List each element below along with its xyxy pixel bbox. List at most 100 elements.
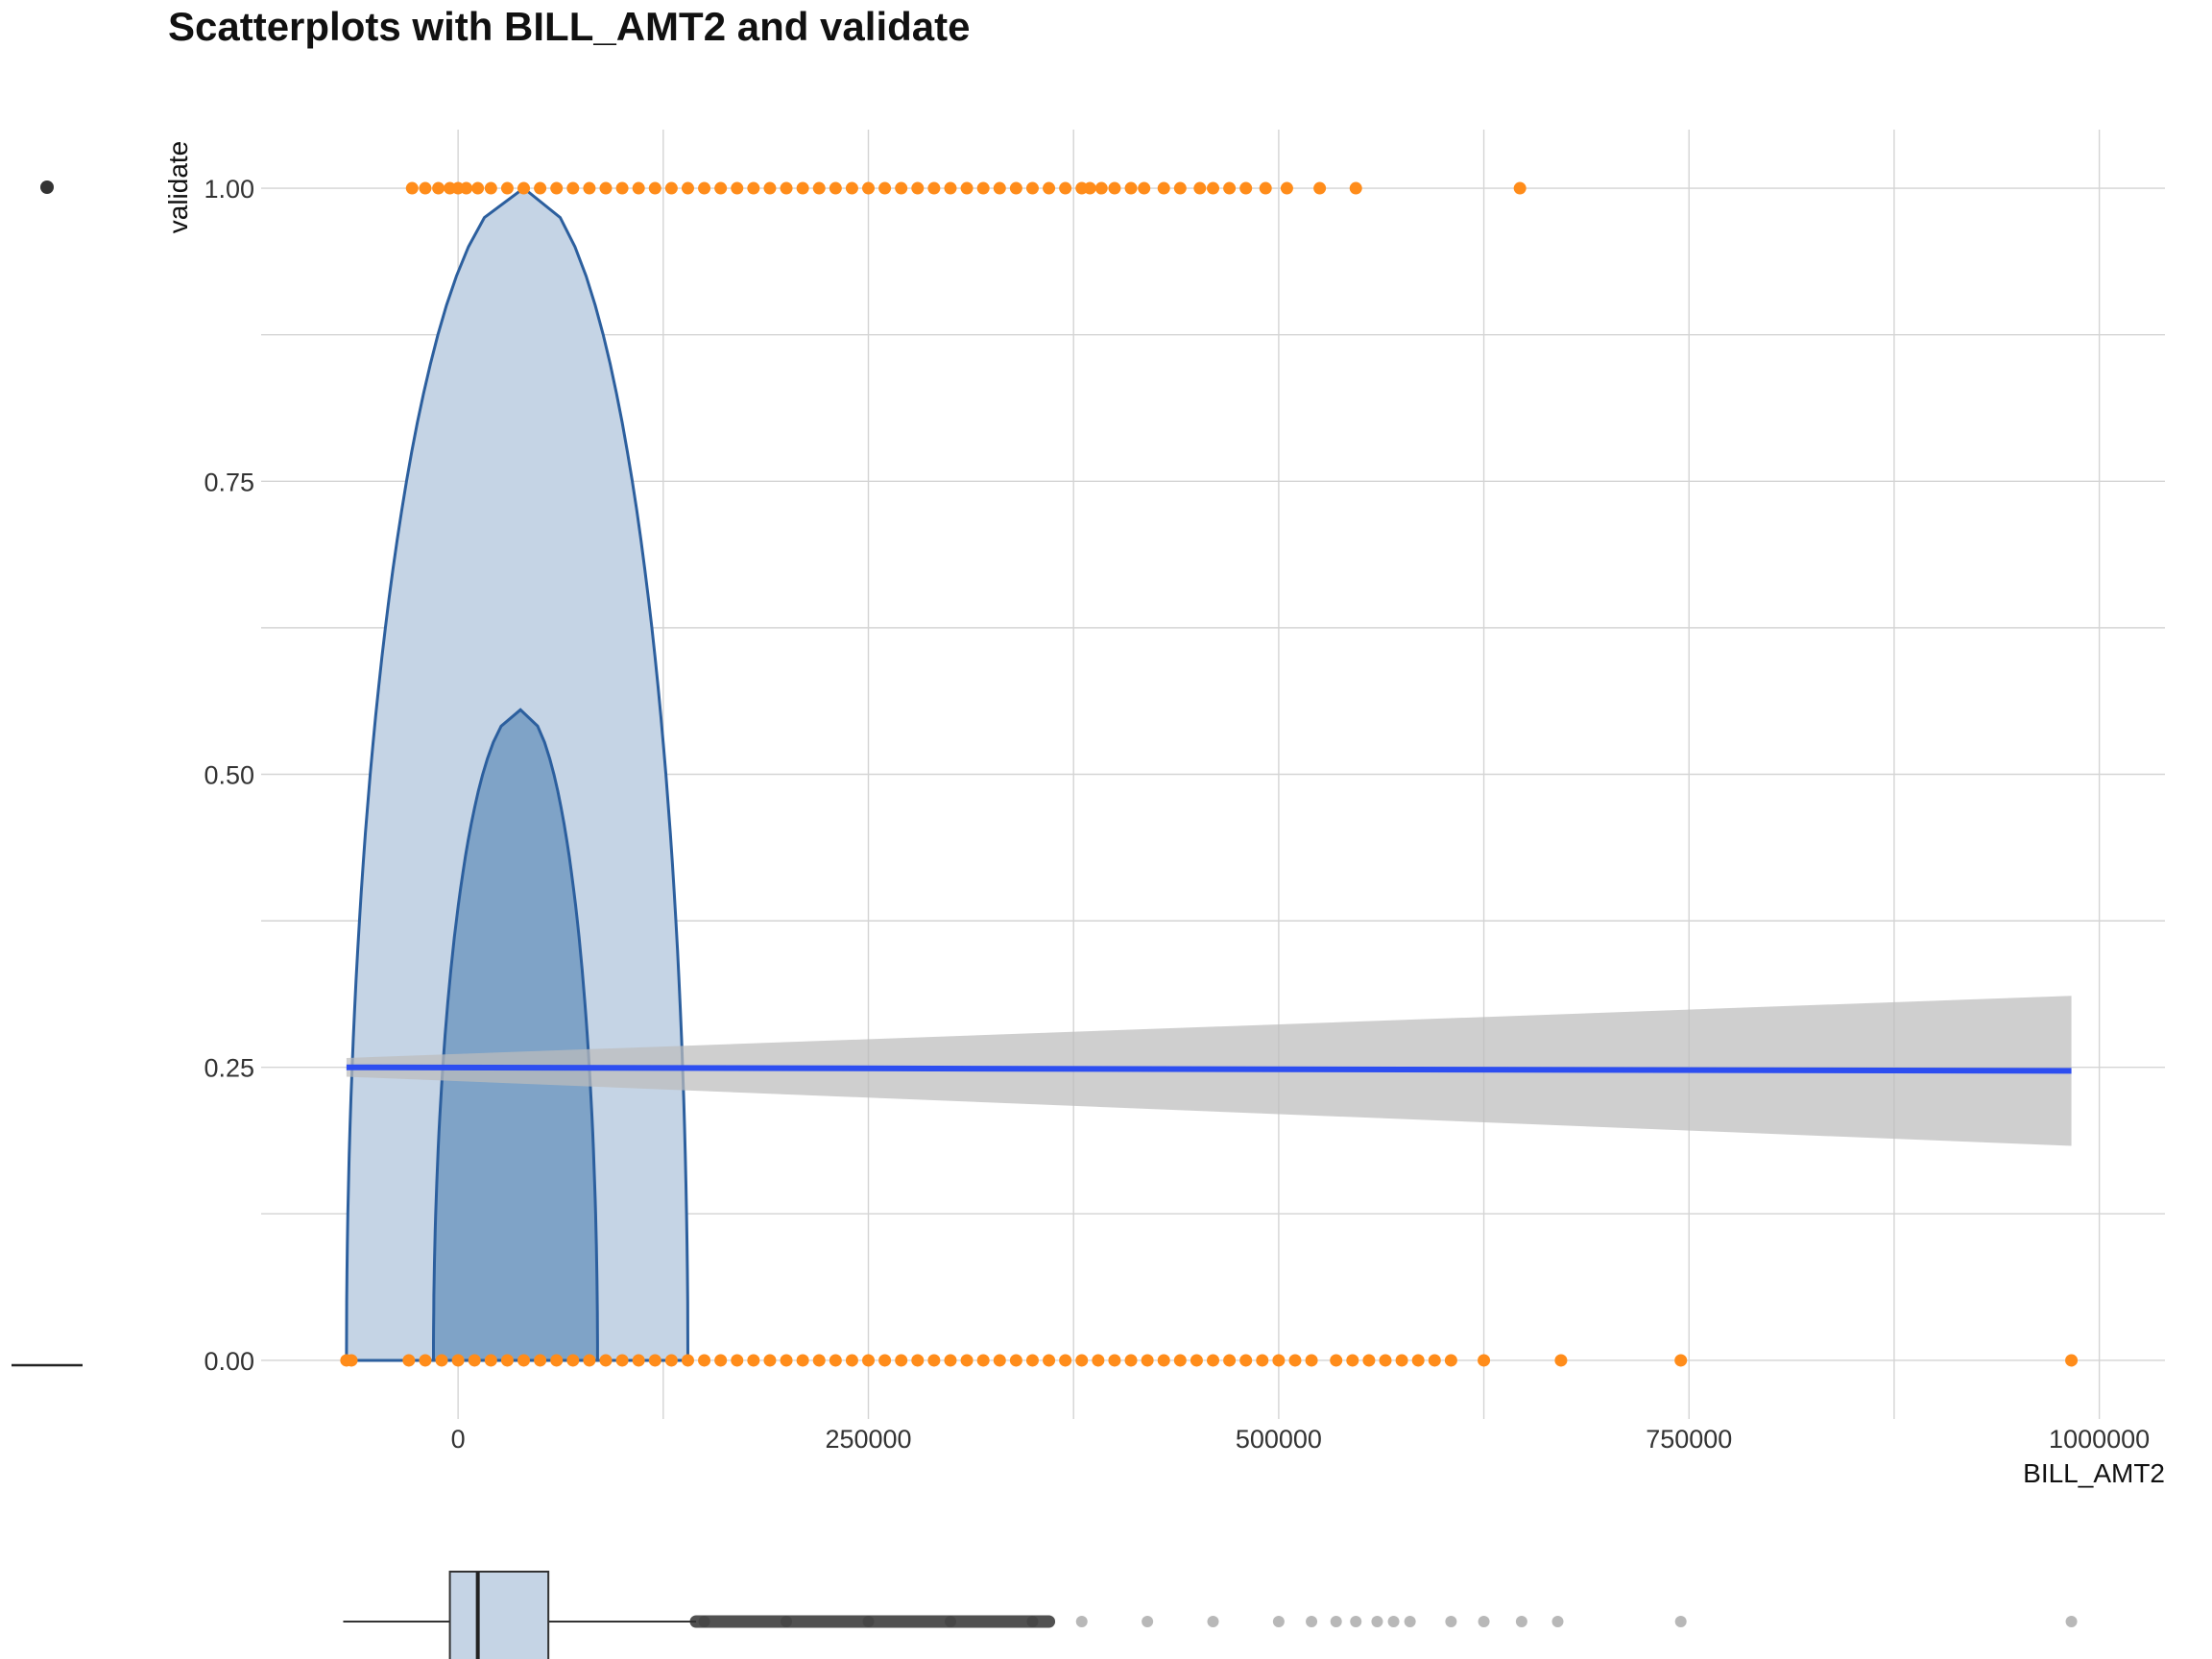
data-point (1478, 1354, 1491, 1367)
data-point (451, 1354, 465, 1367)
scatter-points (340, 181, 2079, 1367)
data-point (960, 1354, 974, 1367)
data-point (484, 1354, 497, 1367)
data-point (1379, 1354, 1392, 1367)
data-point (1059, 1354, 1072, 1367)
data-point (878, 181, 892, 195)
boxplot-outlier (1387, 1616, 1400, 1627)
data-point (632, 181, 645, 195)
boxplot-outlier (1142, 1616, 1154, 1627)
data-point (1124, 181, 1138, 195)
data-point (1223, 181, 1237, 195)
data-point (1554, 1354, 1568, 1367)
boxplot-outlier (1371, 1616, 1383, 1627)
data-point (1173, 181, 1187, 195)
data-point (1083, 181, 1096, 195)
data-point (1362, 1354, 1376, 1367)
data-point (484, 181, 497, 195)
y-tick-label: 1.00 (204, 175, 254, 204)
data-point (976, 181, 990, 195)
data-point (632, 1354, 645, 1367)
data-point (1305, 1354, 1318, 1367)
data-point (1207, 1354, 1219, 1367)
y-axis-label: validate (163, 141, 193, 234)
data-point (1009, 181, 1022, 195)
data-point (419, 181, 432, 195)
x-tick-labels: 0 250000 500000 750000 1000000 (451, 1425, 2151, 1454)
data-point (993, 1354, 1006, 1367)
data-point (566, 181, 580, 195)
data-point (763, 181, 777, 195)
data-point (583, 181, 596, 195)
chart-title: Scatterplots with BILL_AMT2 and validate (168, 4, 970, 49)
boxplot-outlier (1445, 1616, 1457, 1627)
data-point (648, 1354, 661, 1367)
y-tick-labels: 0.00 0.25 0.50 0.75 1.00 (204, 175, 254, 1376)
data-point (1092, 1354, 1105, 1367)
data-point (1239, 1354, 1253, 1367)
data-point (927, 1354, 941, 1367)
data-point (1043, 181, 1056, 195)
violin-inner (432, 708, 599, 1362)
data-point (731, 181, 744, 195)
data-point (419, 1354, 432, 1367)
boxplot-outlier (1515, 1616, 1527, 1627)
boxplot-outlier (2065, 1616, 2078, 1627)
x-tick-label: 0 (451, 1425, 466, 1454)
data-point (1157, 1354, 1170, 1367)
data-point (460, 181, 473, 195)
boxplot-outlier (1306, 1616, 1318, 1627)
data-point (960, 181, 974, 195)
data-point (664, 181, 678, 195)
boxplot-box (448, 1571, 550, 1659)
data-point (796, 181, 809, 195)
data-point (1138, 181, 1151, 195)
data-point (845, 181, 858, 195)
data-point (534, 1354, 547, 1367)
data-point (599, 181, 613, 195)
data-point (405, 181, 419, 195)
boxplot-outlier (862, 1616, 875, 1627)
data-point (664, 1354, 678, 1367)
data-point (432, 181, 445, 195)
data-point (976, 1354, 990, 1367)
data-point (599, 1354, 613, 1367)
data-point (1009, 1354, 1022, 1367)
data-point (566, 1354, 580, 1367)
y-tick-label: 0.50 (204, 761, 254, 790)
data-point (895, 181, 908, 195)
boxplot-outlier (781, 1616, 793, 1627)
boxplot-outlier (1404, 1616, 1416, 1627)
data-point (1256, 1354, 1269, 1367)
data-point (1280, 181, 1293, 195)
data-point (944, 181, 957, 195)
data-point (648, 181, 661, 195)
data-point (698, 1354, 711, 1367)
data-point (845, 1354, 858, 1367)
data-point (550, 1354, 564, 1367)
data-point (812, 181, 826, 195)
y-tick-label: 0.75 (204, 468, 254, 496)
data-point (500, 181, 514, 195)
boxplot-outlier (1330, 1616, 1342, 1627)
violin-plots (345, 186, 690, 1362)
data-point (1313, 181, 1327, 195)
data-point (944, 1354, 957, 1367)
data-point (747, 181, 760, 195)
data-point (993, 181, 1006, 195)
data-point (345, 1354, 358, 1367)
data-point (500, 1354, 514, 1367)
x-tick-label: 1000000 (2049, 1425, 2150, 1454)
data-point (1207, 181, 1219, 195)
y-tick-label: 0.00 (204, 1347, 254, 1376)
data-point (1395, 1354, 1408, 1367)
x-tick-label: 250000 (825, 1425, 911, 1454)
data-point (714, 181, 728, 195)
data-point (780, 181, 793, 195)
data-point (1239, 181, 1253, 195)
data-point (583, 1354, 596, 1367)
data-point (911, 1354, 925, 1367)
boxplot-outlier (1350, 1616, 1362, 1627)
data-point (731, 1354, 744, 1367)
data-point (615, 1354, 629, 1367)
